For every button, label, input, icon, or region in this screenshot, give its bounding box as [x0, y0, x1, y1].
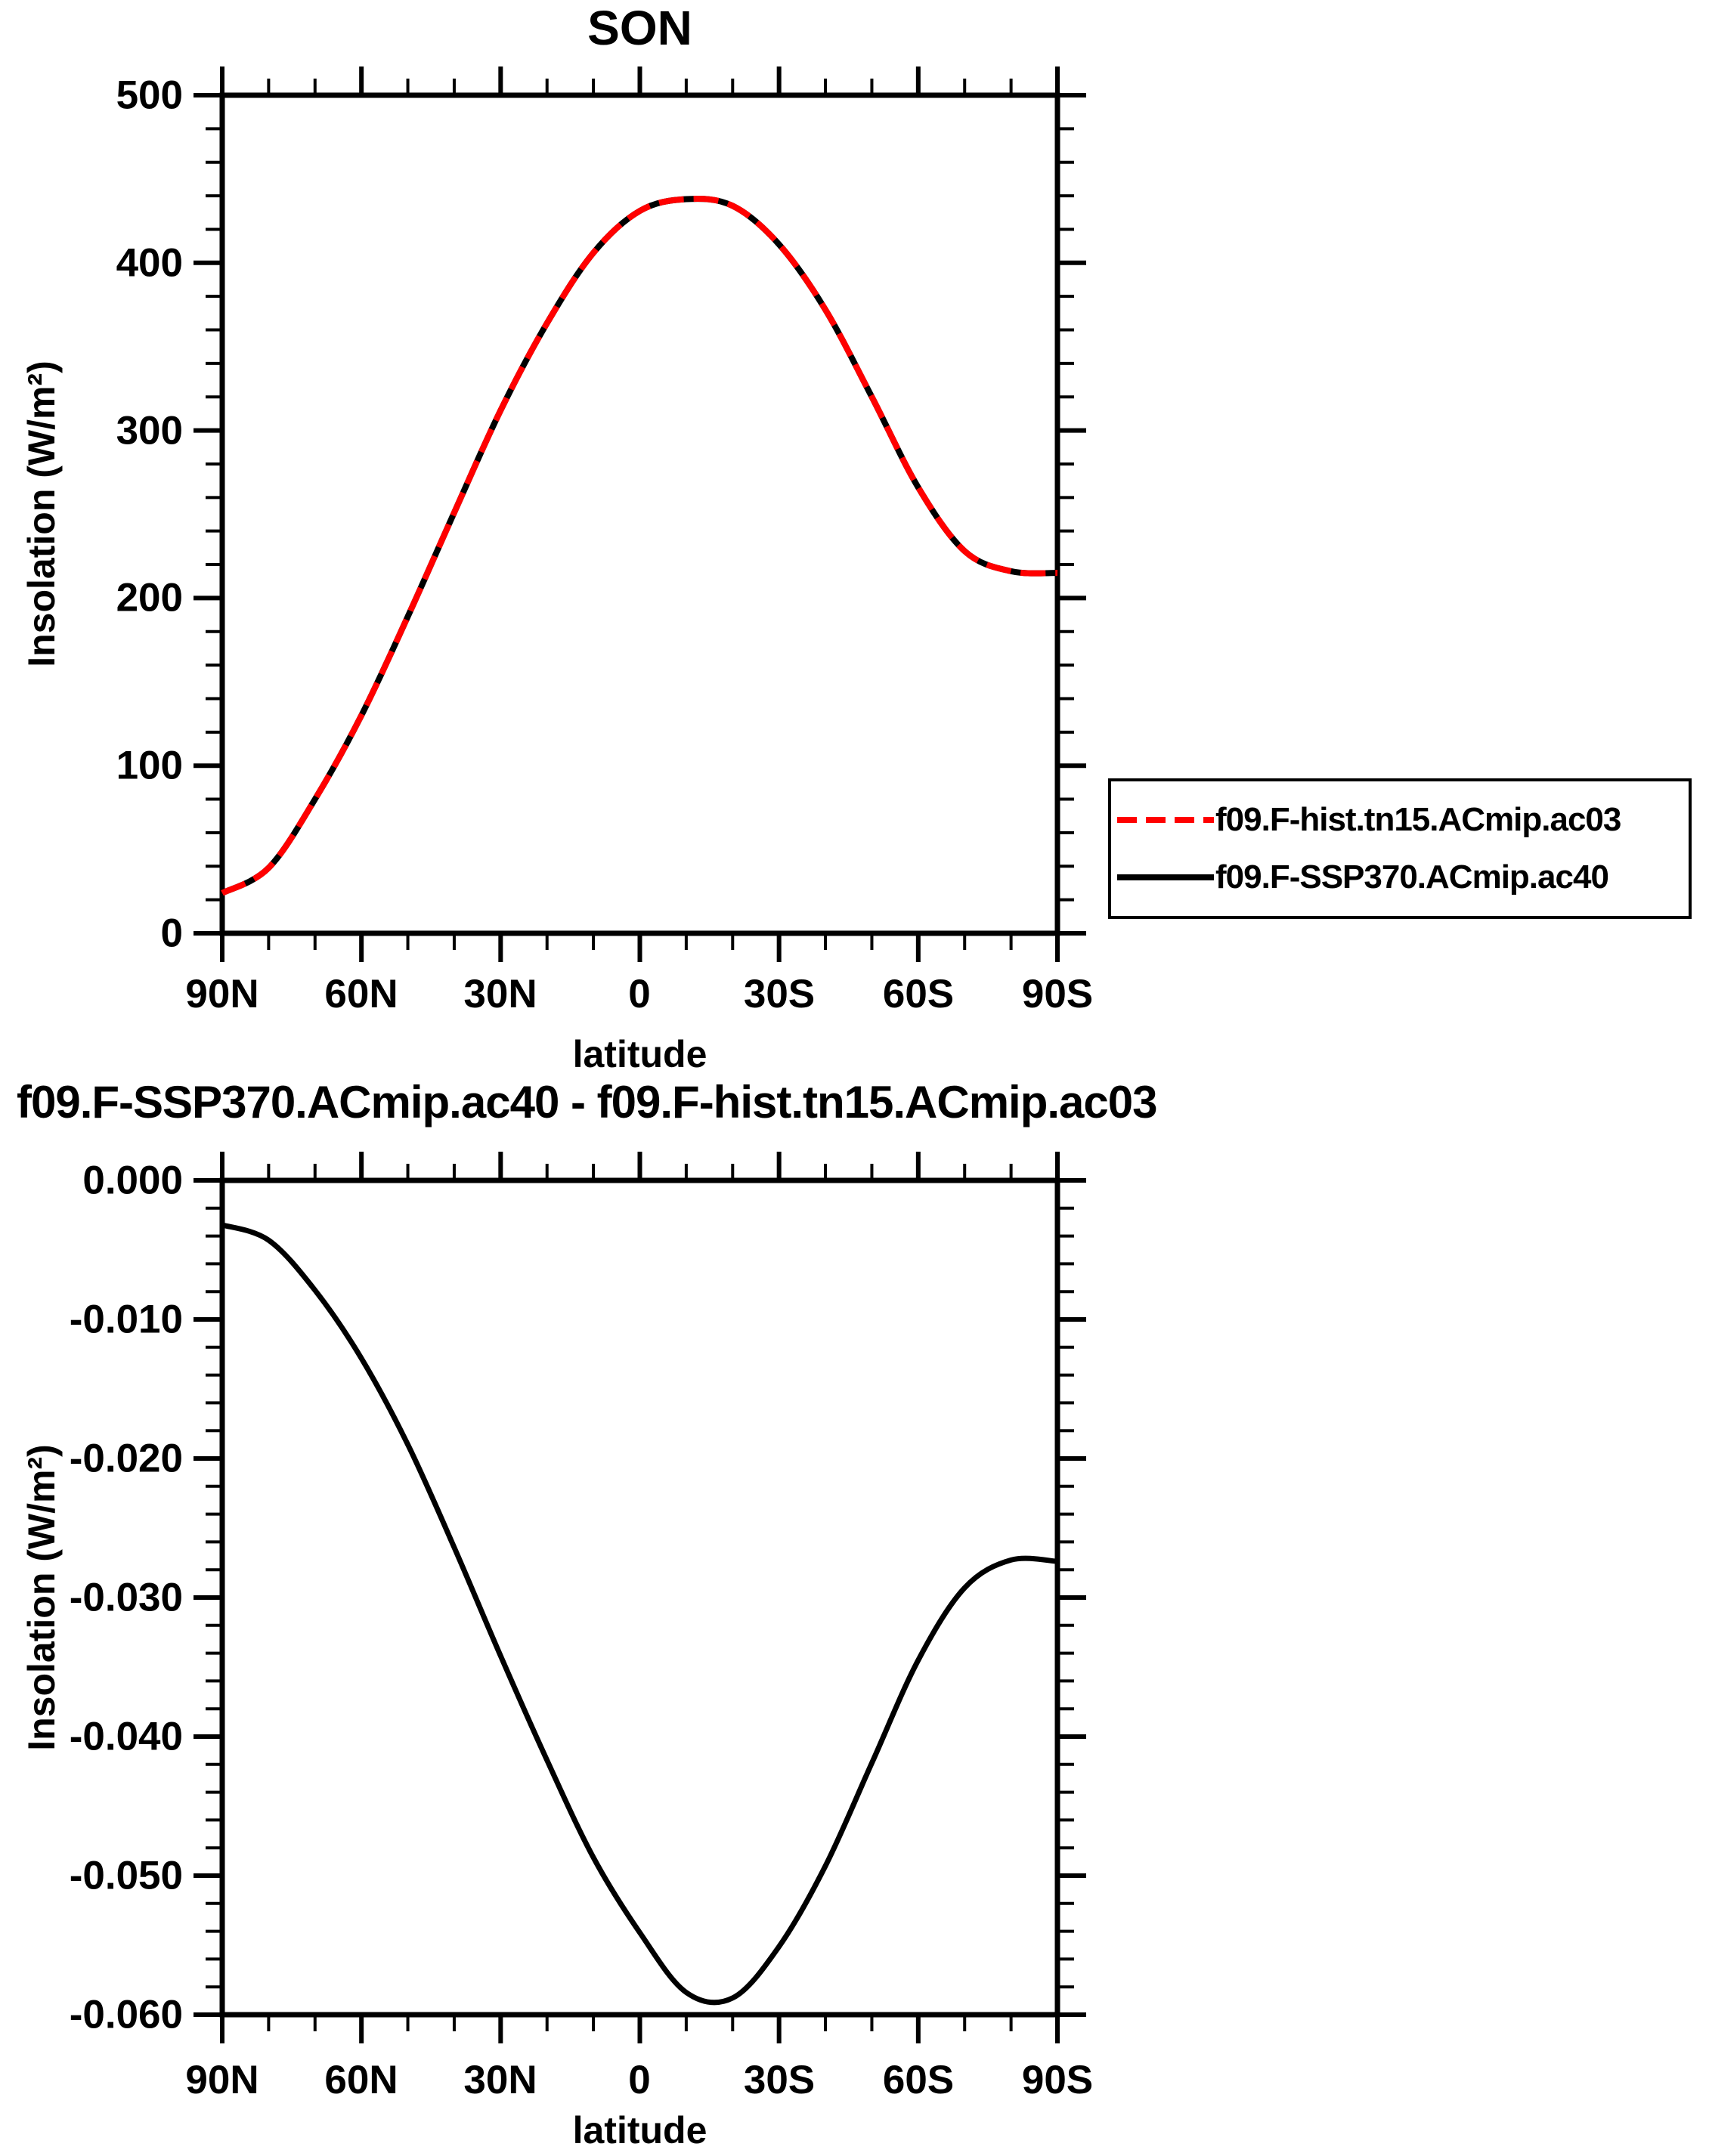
y-tick-label: -0.040 — [69, 1714, 183, 1759]
legend-line-sample-solid — [1117, 874, 1214, 880]
x-tick-label: 90N — [185, 972, 259, 1016]
top-chart-title: SON — [587, 1, 692, 55]
diff-chart-title: f09.F-SSP370.ACmip.ac40 - f09.F-hist.tn1… — [17, 1077, 1158, 1127]
legend-line-sample-dashed — [1117, 817, 1214, 823]
y-tick-label: 300 — [116, 408, 183, 453]
y-tick-label: 0 — [160, 911, 183, 956]
y-tick-label: -0.010 — [69, 1297, 183, 1342]
legend-row-hist: f09.F-hist.tn15.ACmip.ac03 — [1111, 801, 1689, 839]
diff-x-axis-label: latitude — [572, 2109, 707, 2151]
y-tick-label: 100 — [116, 743, 183, 788]
x-tick-label: 90S — [1021, 2058, 1094, 2102]
y-tick-label: -0.060 — [69, 1992, 183, 2037]
x-tick-label: 90S — [1021, 972, 1094, 1016]
x-tick-label: 60N — [324, 972, 398, 1016]
legend-label-ssp370: f09.F-SSP370.ACmip.ac40 — [1215, 858, 1609, 895]
x-tick-label: 30N — [463, 972, 537, 1016]
x-tick-label: 60S — [882, 972, 955, 1016]
y-tick-label: -0.030 — [69, 1575, 183, 1620]
top-y-axis-label: Insolation (W/m²) — [20, 360, 63, 667]
y-tick-label: 500 — [116, 73, 183, 118]
x-tick-label: 0 — [628, 2058, 651, 2102]
x-tick-label: 30S — [743, 972, 816, 1016]
y-tick-label: -0.020 — [69, 1436, 183, 1481]
legend-label-hist: f09.F-hist.tn15.ACmip.ac03 — [1215, 801, 1621, 838]
x-tick-label: 60S — [882, 2058, 955, 2102]
y-tick-label: -0.050 — [69, 1853, 183, 1898]
x-tick-label: 90N — [185, 2058, 259, 2102]
x-tick-label: 60N — [324, 2058, 398, 2102]
x-tick-label: 0 — [628, 972, 651, 1016]
x-tick-label: 30N — [463, 2058, 537, 2102]
top-x-axis-label: latitude — [572, 1033, 707, 1075]
y-tick-label: 400 — [116, 240, 183, 286]
legend: f09.F-hist.tn15.ACmip.ac03 f09.F-SSP370.… — [1108, 778, 1692, 919]
legend-row-ssp370: f09.F-SSP370.ACmip.ac40 — [1111, 858, 1689, 896]
y-tick-label: 200 — [116, 575, 183, 620]
y-tick-label: 0.000 — [82, 1158, 183, 1203]
x-tick-label: 30S — [743, 2058, 816, 2102]
